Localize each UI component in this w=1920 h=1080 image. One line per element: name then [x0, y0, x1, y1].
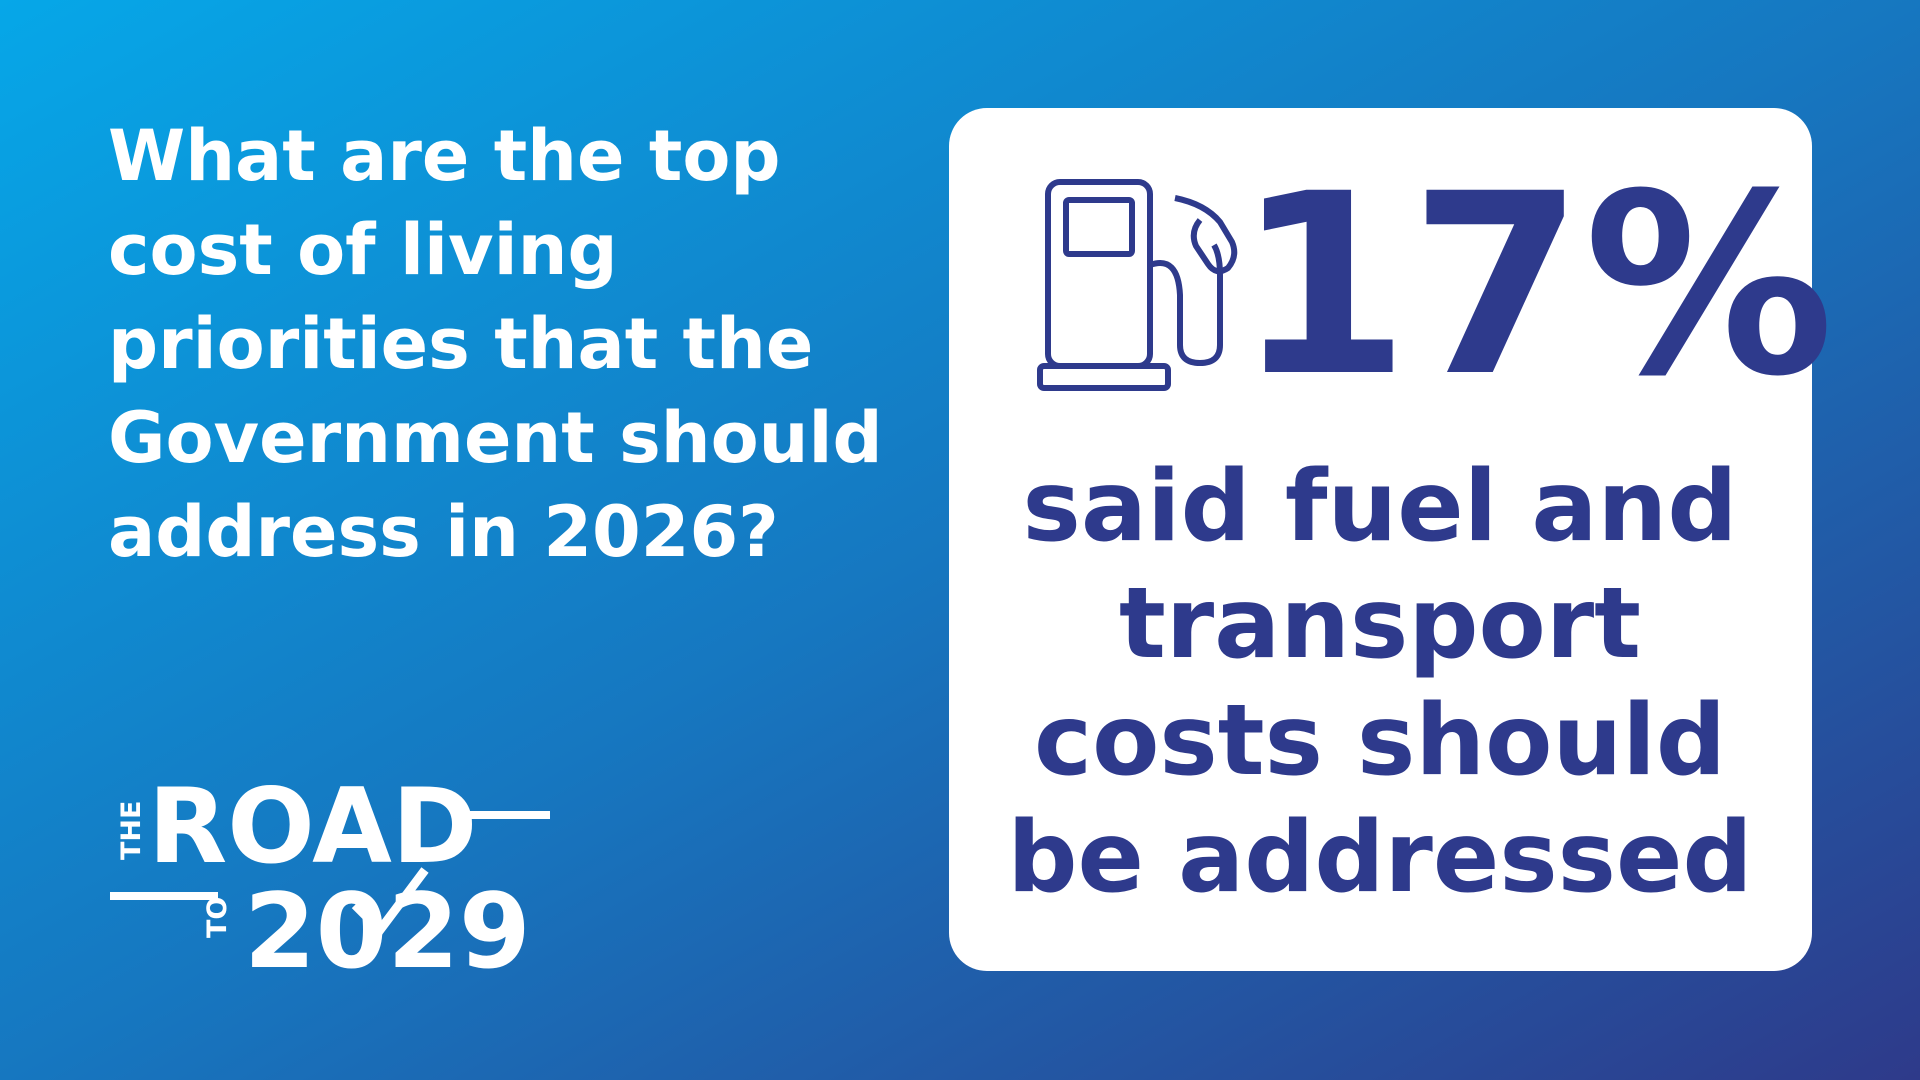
- stat-line: be addressed: [1007, 801, 1752, 915]
- fuel-pump-icon: [1037, 179, 1238, 391]
- logo-check: [351, 867, 429, 937]
- stat-line: costs should: [1034, 684, 1726, 798]
- stat-card: [949, 108, 1812, 971]
- stat-line: said fuel and: [1023, 450, 1738, 564]
- logo-to: TO: [202, 897, 233, 938]
- question-line: Government should: [108, 397, 883, 479]
- question-line: priorities that the: [108, 303, 813, 385]
- question: What are the top cost of living priorities…: [108, 115, 883, 573]
- question-line: cost of living: [108, 209, 618, 291]
- question-line: address in 2026?: [108, 491, 779, 573]
- question-line: What are the top: [108, 115, 781, 197]
- logo: ROAD 2029 THE TO: [110, 767, 550, 992]
- logo-the: THE: [116, 801, 147, 860]
- logo-road: ROAD: [148, 767, 477, 887]
- stat-figure: 17%: [1236, 140, 1834, 431]
- logo-year: 2029: [244, 872, 531, 992]
- stat-line: transport: [1119, 567, 1641, 681]
